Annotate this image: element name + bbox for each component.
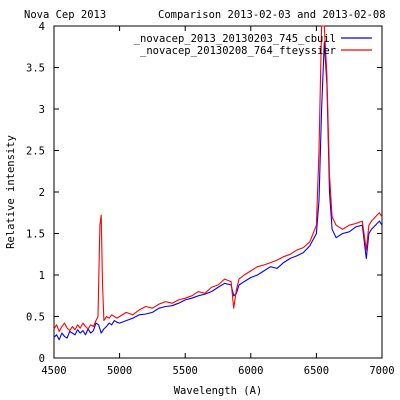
axis-ticks: 4500 5000 5500 6000 6500 7000 0 0.5 1 1.5 2 2.5 3 3.5… [26, 21, 395, 377]
y-tick-label: 1.5 [26, 229, 45, 241]
y-tick-label: 0.5 [26, 312, 45, 324]
y-tick-label: 2 [39, 187, 45, 199]
legend-label-1: _novacep_2013_20130203_745_cbuil [134, 33, 336, 45]
x-tick-label: 6500 [304, 365, 329, 377]
legend: _novacep_2013_20130203_745_cbuil_novacep… [134, 33, 372, 57]
y-tick-label: 3 [39, 104, 45, 116]
x-tick-label: 7000 [369, 365, 394, 377]
y-tick-label: 3.5 [26, 63, 45, 75]
y-tick-label: 4 [39, 21, 45, 33]
y-tick-label: 2.5 [26, 146, 45, 158]
y-tick-label: 1 [39, 270, 45, 282]
x-tick-label: 5000 [107, 365, 132, 377]
x-tick-label: 6000 [238, 365, 263, 377]
chart-title-left: Nova Cep 2013 [24, 9, 106, 21]
legend-label-2: _novacep_20130208_764_fteyssier [140, 45, 336, 57]
series-layer [53, 25, 383, 341]
x-axis-label: Wavelength (A) [174, 385, 263, 397]
y-axis-label: Relative intensity [5, 135, 17, 249]
series-line-2 [53, 25, 383, 332]
y-tick-label: 0 [39, 353, 45, 365]
x-tick-label: 5500 [173, 365, 198, 377]
x-tick-label: 4500 [41, 365, 66, 377]
chart-title-right: Comparison 2013-02-03 and 2013-02-08 [158, 9, 386, 21]
